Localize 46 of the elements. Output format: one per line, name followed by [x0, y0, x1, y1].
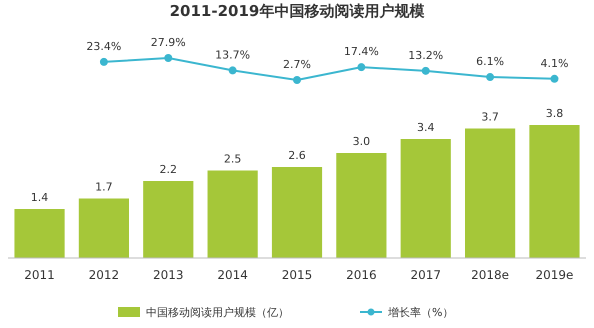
data-label: 1.7: [95, 180, 113, 194]
bar: [208, 170, 258, 258]
data-label: 3.4: [416, 121, 434, 134]
data-label: 3.0: [352, 135, 370, 148]
bar: [336, 153, 386, 258]
x-tick-label: 2011: [24, 268, 55, 282]
legend-label: 增长率（%）: [387, 306, 454, 319]
data-label: 6.1%: [476, 55, 504, 68]
legend-label: 中国移动阅读用户规模（亿）: [146, 306, 289, 319]
bar: [14, 209, 65, 258]
data-label: 3.8: [546, 107, 564, 120]
data-label: 27.9%: [150, 36, 186, 49]
data-label: 4.1%: [540, 56, 568, 70]
bar: [78, 198, 130, 258]
chart-title: 2011-2019年中国移动阅读用户规模: [170, 2, 426, 20]
point: [164, 54, 172, 62]
bar: [464, 128, 516, 258]
data-label: 2.7%: [283, 58, 311, 71]
x-tick-label: 2019e: [536, 268, 574, 282]
data-label: 2.2: [160, 163, 178, 176]
x-tick-label: 2015: [282, 268, 312, 282]
data-label: 13.7%: [215, 48, 250, 62]
data-label: 13.2%: [408, 48, 444, 62]
point: [550, 74, 558, 83]
point: [422, 66, 430, 75]
data-label: 17.4%: [344, 45, 379, 58]
point: [486, 73, 494, 82]
x-tick-label: 2014: [217, 268, 248, 282]
point: [293, 76, 301, 84]
point: [228, 66, 237, 74]
bar: [272, 167, 322, 258]
data-label: 1.4: [30, 191, 48, 204]
bar: [143, 181, 194, 258]
x-tick-label: 2017: [410, 268, 442, 282]
bar: [400, 139, 451, 258]
x-tick-label: 2013: [152, 268, 184, 282]
data-label: 3.7: [481, 110, 499, 124]
x-tick-label: 2012: [88, 268, 120, 282]
data-label: 2.6: [288, 149, 306, 162]
data-label: 2.5: [224, 152, 242, 166]
point: [100, 58, 108, 66]
point: [357, 63, 366, 72]
bar: [529, 125, 580, 258]
x-tick-label: 2018e: [471, 268, 510, 282]
data-label: 23.4%: [86, 40, 122, 53]
x-tick-label: 2016: [346, 268, 377, 282]
